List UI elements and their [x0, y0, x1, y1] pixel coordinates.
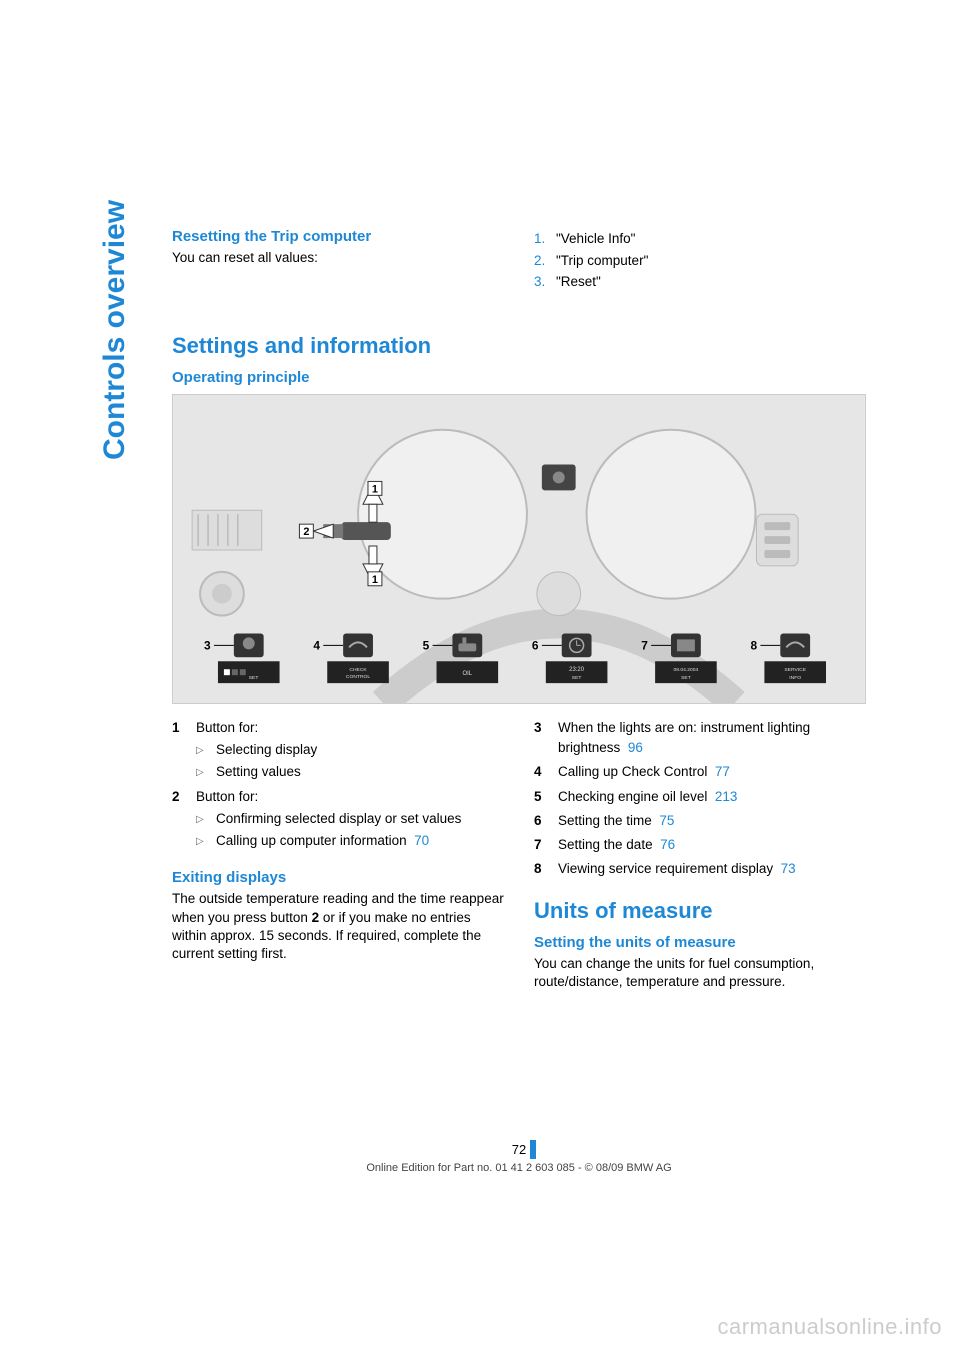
legend-2: 2 Button for: ▷Confirming selected displ…: [172, 787, 504, 852]
legend-3: 3 When the lights are on: instrument lig…: [534, 718, 866, 759]
step-2: 2."Trip computer": [534, 250, 866, 272]
svg-text:SET: SET: [572, 675, 582, 681]
svg-text:5: 5: [423, 638, 430, 652]
reset-heading: Resetting the Trip computer: [172, 228, 504, 245]
exiting-body: The outside temperature reading and the …: [172, 890, 504, 963]
footer-text: Online Edition for Part no. 01 41 2 603 …: [172, 1162, 866, 1174]
units-body: You can change the units for fuel consum…: [534, 955, 866, 991]
step-1: 1."Vehicle Info": [534, 228, 866, 250]
step-3: 3."Reset": [534, 271, 866, 293]
operating-heading: Operating principle: [172, 369, 866, 386]
step-text: "Vehicle Info": [556, 228, 635, 250]
svg-text:CONTROL: CONTROL: [346, 674, 370, 680]
page-number-block: 72: [172, 1140, 866, 1159]
svg-text:INFO: INFO: [789, 675, 801, 681]
svg-text:SET: SET: [681, 675, 691, 681]
page-content: Resetting the Trip computer You can rese…: [172, 228, 866, 991]
legend-6: 6 Setting the time 75: [534, 811, 866, 831]
units-sub: Setting the units of measure: [534, 934, 866, 951]
dashboard-diagram: 1 1 2 3: [172, 394, 866, 704]
svg-text:2: 2: [303, 526, 309, 538]
svg-text:3: 3: [204, 638, 211, 652]
legend-left: 1 Button for: ▷Selecting display ▷Settin…: [172, 718, 504, 991]
page-ref-link[interactable]: 77: [715, 764, 730, 779]
svg-text:OIL: OIL: [463, 671, 473, 677]
top-columns: Resetting the Trip computer You can rese…: [172, 228, 866, 293]
svg-text:08.04.2004: 08.04.2004: [674, 667, 699, 673]
svg-text:8: 8: [750, 638, 757, 652]
top-right-col: 1."Vehicle Info" 2."Trip computer" 3."Re…: [534, 228, 866, 293]
svg-text:SET: SET: [249, 675, 259, 681]
legend-sub: ▷Confirming selected display or set valu…: [196, 809, 504, 829]
watermark: carmanualsonline.info: [717, 1314, 942, 1340]
legend-sub: ▷Calling up computer information 70: [196, 831, 504, 851]
exiting-heading: Exiting displays: [172, 869, 504, 886]
legend-8: 8 Viewing service requirement display 73: [534, 859, 866, 879]
step-text: "Reset": [556, 271, 601, 293]
svg-text:7: 7: [641, 638, 648, 652]
page-ref-link[interactable]: 96: [628, 740, 643, 755]
svg-text:6: 6: [532, 638, 539, 652]
units-heading: Units of measure: [534, 898, 866, 924]
legend-sub: ▷Selecting display: [196, 740, 504, 760]
svg-text:SERVICE: SERVICE: [784, 667, 806, 673]
svg-text:23:20: 23:20: [569, 667, 585, 673]
svg-text:1: 1: [372, 483, 378, 495]
page-ref-link[interactable]: 213: [715, 789, 738, 804]
page-ref-link[interactable]: 75: [659, 813, 674, 828]
legend-7: 7 Setting the date 76: [534, 835, 866, 855]
legend-sub: ▷Setting values: [196, 762, 504, 782]
page-ref-link[interactable]: 70: [414, 833, 429, 848]
page-ref-link[interactable]: 73: [781, 861, 796, 876]
legend-4: 4 Calling up Check Control 77: [534, 762, 866, 782]
svg-text:CHECK: CHECK: [349, 667, 367, 673]
page-ref-link[interactable]: 76: [660, 837, 675, 852]
settings-heading: Settings and information: [172, 333, 866, 359]
svg-text:1: 1: [372, 574, 378, 586]
reset-body: You can reset all values:: [172, 249, 504, 267]
page-number: 72: [508, 1140, 530, 1159]
legend-1: 1 Button for: ▷Selecting display ▷Settin…: [172, 718, 504, 783]
top-left-col: Resetting the Trip computer You can rese…: [172, 228, 504, 293]
side-section-label: Controls overview: [98, 200, 132, 460]
legend-columns: 1 Button for: ▷Selecting display ▷Settin…: [172, 718, 866, 991]
svg-text:4: 4: [313, 638, 320, 652]
reset-steps: 1."Vehicle Info" 2."Trip computer" 3."Re…: [534, 228, 866, 293]
step-text: "Trip computer": [556, 250, 648, 272]
legend-5: 5 Checking engine oil level 213: [534, 787, 866, 807]
legend-text: Button for:: [196, 718, 504, 738]
legend-text: Button for:: [196, 787, 504, 807]
legend-right: 3 When the lights are on: instrument lig…: [534, 718, 866, 991]
